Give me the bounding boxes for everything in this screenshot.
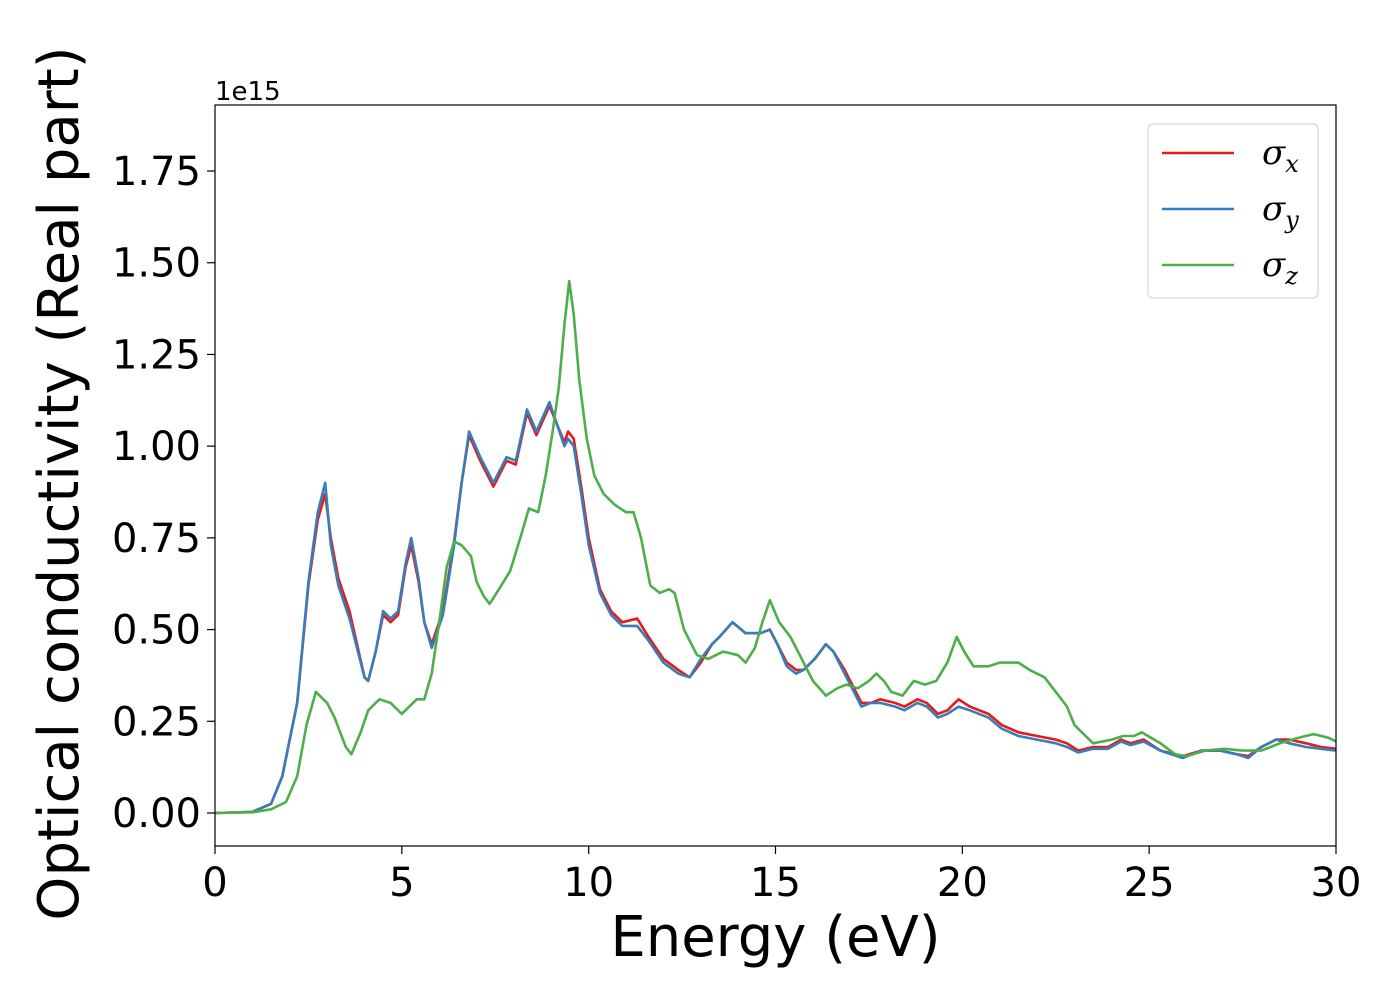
y-axis-offset-text: 1e15: [215, 77, 281, 107]
y-tick-label: 1.50: [112, 241, 201, 287]
x-tick-label: 5: [389, 860, 414, 906]
series-lines: [215, 279, 1336, 815]
y-axis-label: Optical conductivity (Real part): [27, 46, 92, 920]
axes: 0 5 10 15 20 25 30 0.00 0.25 0.50 0.75 1.00 1.25 1.50…: [112, 104, 1362, 906]
y-tick-label: 0.25: [112, 699, 201, 745]
y-tick-label: 1.25: [112, 332, 201, 378]
x-tick-label: 10: [563, 860, 614, 906]
x-tick-label: 0: [202, 860, 227, 906]
y-tick-label: 0.00: [112, 791, 201, 837]
x-tick-label: 15: [750, 860, 801, 906]
series-line-y: [215, 400, 1336, 815]
x-tick-label: 20: [937, 860, 988, 906]
y-tick-label: 1.00: [112, 424, 201, 470]
series-line-z: [215, 279, 1336, 815]
x-tick-label: 30: [1311, 860, 1362, 906]
legend-label-z: σz: [1262, 245, 1298, 290]
legend-box: [1147, 123, 1319, 299]
y-tick-label: 0.75: [112, 516, 201, 562]
y-tick-label: 1.75: [112, 149, 201, 195]
plot-area: [215, 279, 1336, 815]
legend-symbol: σ: [1262, 189, 1286, 229]
legend-subscript: x: [1285, 150, 1299, 178]
legend-label-y: σy: [1262, 189, 1299, 234]
legend-subscript: z: [1284, 262, 1298, 290]
x-axis-label: Energy (eV): [610, 905, 940, 970]
x-tick-label: 25: [1124, 860, 1175, 906]
legend-symbol: σ: [1262, 245, 1286, 285]
y-tick-label: 0.50: [112, 608, 201, 654]
legend-label-x: σx: [1262, 133, 1299, 178]
legend-symbol: σ: [1262, 133, 1286, 173]
legend-subscript: y: [1284, 206, 1299, 234]
